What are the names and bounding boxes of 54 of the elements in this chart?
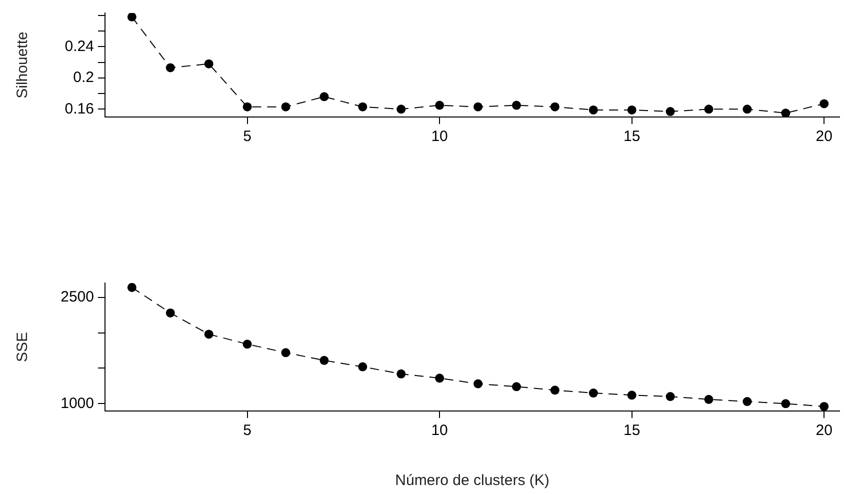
x-tick-label: 20 bbox=[816, 422, 832, 440]
point bbox=[204, 59, 214, 68]
point bbox=[435, 100, 444, 110]
x-tick-label: 10 bbox=[431, 422, 448, 440]
point bbox=[512, 100, 521, 110]
x-tick-label: 15 bbox=[623, 422, 640, 440]
y-tick-label: 2500 bbox=[60, 288, 94, 306]
x-tick-label: 5 bbox=[243, 128, 252, 146]
x-tick-label: 5 bbox=[243, 422, 252, 440]
x-tick-label: 20 bbox=[816, 128, 832, 146]
x-tick-label: 15 bbox=[623, 128, 640, 146]
point bbox=[166, 308, 175, 318]
x-tick-label: 10 bbox=[431, 128, 448, 146]
point bbox=[550, 386, 560, 395]
point bbox=[396, 369, 406, 378]
point bbox=[704, 104, 714, 114]
point bbox=[281, 348, 290, 358]
point bbox=[627, 390, 636, 400]
y-tick-label: 0.2 bbox=[73, 69, 94, 86]
y-tick-label: 0.24 bbox=[64, 38, 94, 55]
point bbox=[627, 105, 636, 114]
point bbox=[435, 374, 444, 383]
y-tick-label: 0.16 bbox=[64, 100, 94, 118]
point bbox=[588, 105, 598, 114]
point bbox=[666, 107, 675, 116]
point bbox=[281, 102, 290, 112]
point bbox=[166, 63, 175, 72]
point bbox=[396, 104, 406, 114]
x-axis-title: Número de clusters (K) bbox=[395, 472, 550, 490]
y-axis-title: SSE bbox=[14, 332, 32, 362]
point bbox=[358, 102, 368, 112]
point bbox=[242, 102, 252, 112]
point bbox=[320, 92, 329, 102]
point bbox=[358, 362, 368, 372]
point bbox=[781, 399, 790, 408]
point bbox=[242, 340, 252, 349]
point bbox=[320, 356, 329, 365]
y-tick-label: 1000 bbox=[60, 394, 94, 412]
point bbox=[474, 379, 483, 388]
point bbox=[820, 402, 829, 411]
point bbox=[742, 104, 752, 114]
point bbox=[550, 102, 560, 112]
point bbox=[512, 382, 521, 392]
point bbox=[588, 388, 598, 398]
point bbox=[127, 13, 136, 22]
point bbox=[666, 392, 675, 402]
point bbox=[204, 330, 214, 339]
point bbox=[474, 102, 483, 112]
point bbox=[781, 108, 790, 117]
point bbox=[127, 283, 136, 292]
point bbox=[742, 397, 752, 406]
point bbox=[704, 394, 714, 404]
point bbox=[820, 99, 829, 108]
y-axis-title: Silhouette bbox=[14, 32, 32, 98]
